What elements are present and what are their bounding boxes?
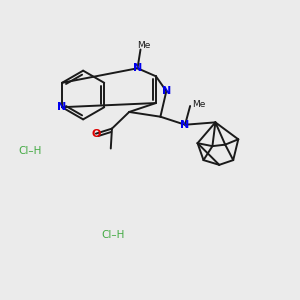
Text: N: N (133, 63, 142, 73)
Text: Me: Me (137, 41, 150, 50)
Text: Cl–H: Cl–H (101, 230, 124, 240)
Text: O: O (91, 129, 101, 139)
Text: N: N (162, 86, 171, 96)
Text: N: N (180, 120, 190, 130)
Text: N: N (57, 102, 67, 112)
Text: Cl–H: Cl–H (18, 146, 41, 157)
Text: Me: Me (192, 100, 206, 109)
